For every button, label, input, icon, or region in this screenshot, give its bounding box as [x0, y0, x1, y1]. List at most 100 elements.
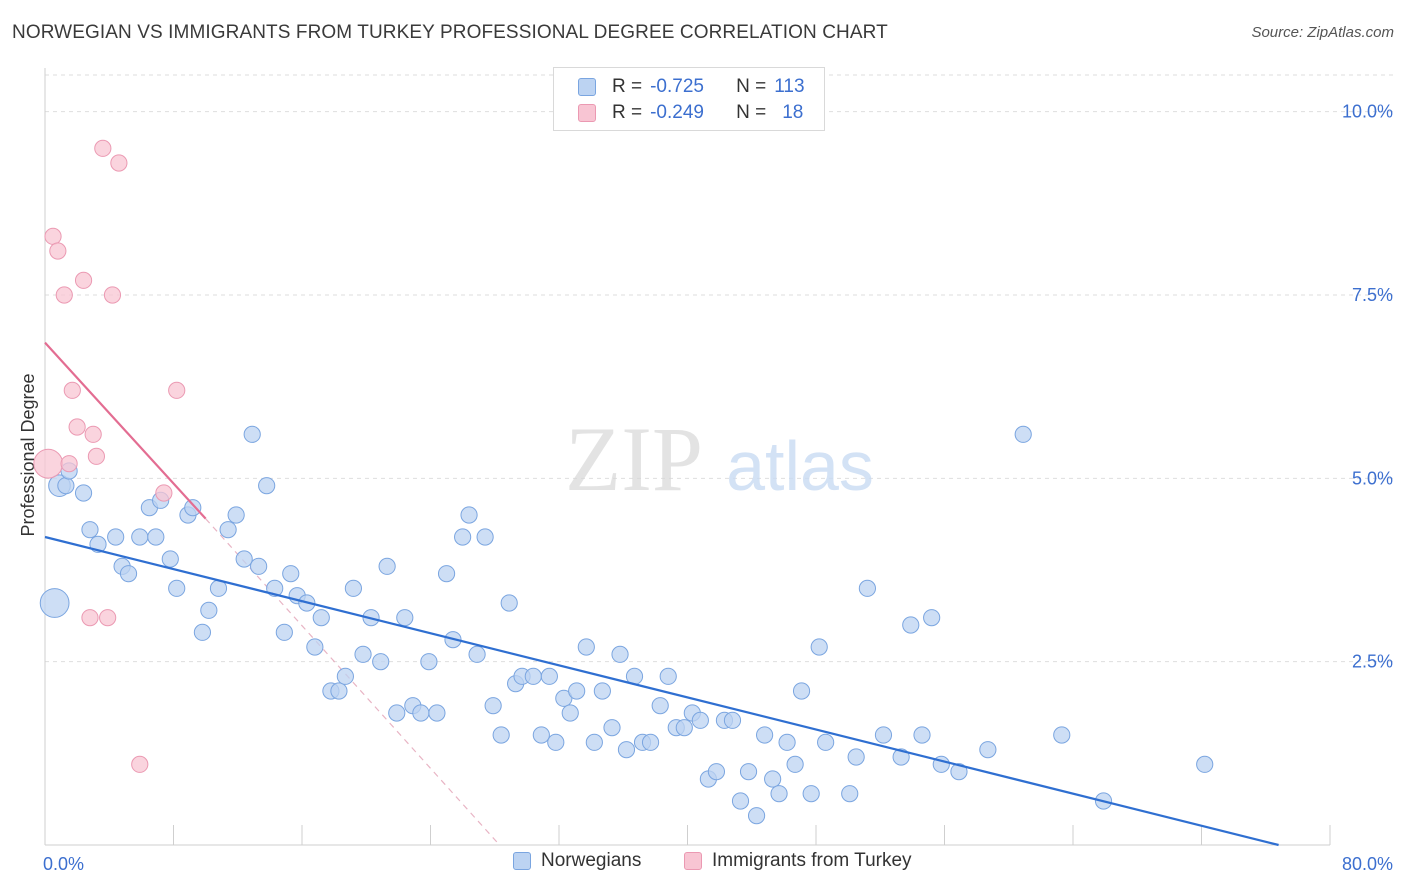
data-point-norwegians	[524, 667, 542, 685]
data-point-norwegians	[476, 528, 494, 546]
data-point-turkey	[68, 418, 86, 436]
data-point-norwegians	[1053, 726, 1071, 744]
data-point-turkey	[63, 381, 81, 399]
data-point-turkey	[60, 455, 78, 473]
correlation-row-norwegians: R = -0.725 N = 113	[578, 74, 805, 100]
source-label: Source: ZipAtlas.com	[1251, 24, 1394, 41]
turkey-swatch	[578, 104, 596, 122]
data-point-turkey	[55, 286, 73, 304]
data-point-norwegians	[691, 711, 709, 729]
data-point-norwegians	[344, 579, 362, 597]
y-tick-label: 10.0%	[1342, 102, 1393, 122]
data-point-norwegians	[568, 682, 586, 700]
data-point-norwegians	[336, 667, 354, 685]
data-point-norwegians	[617, 741, 636, 759]
n-value: 113	[774, 76, 805, 97]
data-point-norwegians	[227, 506, 245, 524]
data-point-norwegians	[468, 645, 486, 663]
data-point-norwegians	[792, 682, 811, 700]
data-point-norwegians	[184, 499, 202, 517]
data-point-norwegians	[707, 763, 726, 781]
data-point-turkey	[94, 139, 112, 157]
r-label: R =	[612, 102, 643, 123]
data-point-turkey	[84, 425, 102, 443]
data-point-norwegians	[555, 689, 573, 707]
data-point-norwegians	[802, 785, 820, 803]
data-point-norwegians	[275, 623, 293, 641]
data-point-norwegians	[979, 741, 997, 759]
data-point-turkey	[131, 755, 149, 773]
data-point-norwegians	[131, 528, 149, 546]
data-point-norwegians	[107, 528, 125, 546]
data-point-turkey	[99, 609, 117, 627]
data-point-norwegians	[437, 565, 456, 583]
n-value: 18	[782, 102, 804, 123]
data-point-norwegians	[168, 579, 186, 597]
data-point-norwegians	[250, 557, 268, 575]
data-point-turkey	[103, 286, 122, 304]
data-point-norwegians	[428, 704, 446, 722]
legend-label-turkey: Immigrants from Turkey	[712, 850, 912, 871]
legend-item-turkey[interactable]: Immigrants from Turkey	[684, 850, 912, 872]
data-point-norwegians	[193, 623, 212, 641]
watermark-zip: ZIP	[565, 408, 703, 510]
data-point-norwegians	[659, 667, 677, 685]
correlation-legend: R = -0.725 N = 113 R = -0.249 N = 18	[553, 67, 825, 131]
data-point-norwegians	[577, 638, 595, 656]
data-point-turkey	[168, 381, 186, 399]
data-point-norwegians	[235, 550, 253, 568]
data-point-norwegians	[847, 748, 865, 766]
r-value: -0.249	[650, 102, 704, 123]
data-point-norwegians	[547, 733, 565, 751]
data-point-norwegians	[282, 565, 300, 583]
y-tick-label: 7.5%	[1352, 285, 1393, 305]
data-point-norwegians	[841, 785, 859, 803]
data-point-turkey	[81, 609, 99, 627]
data-point-norwegians	[950, 763, 968, 781]
legend-item-norwegians[interactable]: Norwegians	[513, 850, 641, 872]
data-point-norwegians	[540, 667, 558, 685]
trend-line-turkey	[44, 341, 207, 520]
data-point-norwegians	[532, 726, 550, 744]
data-point-norwegians	[147, 528, 165, 546]
data-point-norwegians	[492, 726, 510, 744]
data-point-norwegians	[454, 528, 472, 546]
data-point-norwegians	[593, 682, 611, 700]
data-point-norwegians	[874, 726, 893, 744]
data-point-norwegians	[675, 719, 693, 737]
trend-extension-turkey	[205, 518, 501, 846]
data-point-turkey	[87, 447, 106, 465]
data-point-norwegians	[902, 616, 920, 634]
data-point-turkey	[49, 242, 67, 260]
n-label: N =	[736, 102, 767, 123]
turkey-legend-swatch	[684, 852, 702, 870]
x-tick-label-min: 0.0%	[43, 854, 84, 874]
data-point-norwegians	[119, 565, 138, 583]
series-turkey	[33, 139, 186, 773]
data-point-norwegians	[306, 638, 324, 656]
data-point-norwegians	[611, 645, 629, 663]
data-point-norwegians	[412, 704, 430, 722]
data-point-norwegians	[258, 477, 276, 495]
data-point-norwegians	[756, 726, 774, 744]
data-point-norwegians	[817, 733, 835, 751]
data-point-norwegians	[74, 484, 93, 502]
norwegians-swatch	[578, 78, 596, 96]
data-point-turkey	[110, 154, 128, 172]
data-point-norwegians	[330, 682, 348, 700]
data-point-turkey	[44, 227, 62, 245]
data-point-norwegians	[731, 792, 750, 810]
data-point-norwegians	[354, 645, 372, 663]
data-point-norwegians	[378, 557, 396, 575]
data-point-norwegians	[460, 506, 478, 524]
chart-title: NORWEGIAN VS IMMIGRANTS FROM TURKEY PROF…	[12, 22, 888, 43]
x-tick-label-max: 80.0%	[1342, 854, 1393, 874]
data-point-norwegians	[500, 594, 518, 612]
trend-line-norwegians	[44, 535, 1279, 847]
r-label: R =	[612, 76, 643, 97]
correlation-row-turkey: R = -0.249 N = 18	[578, 100, 803, 126]
data-point-norwegians	[913, 726, 931, 744]
data-point-norwegians	[778, 733, 796, 751]
data-point-norwegians	[747, 807, 766, 825]
